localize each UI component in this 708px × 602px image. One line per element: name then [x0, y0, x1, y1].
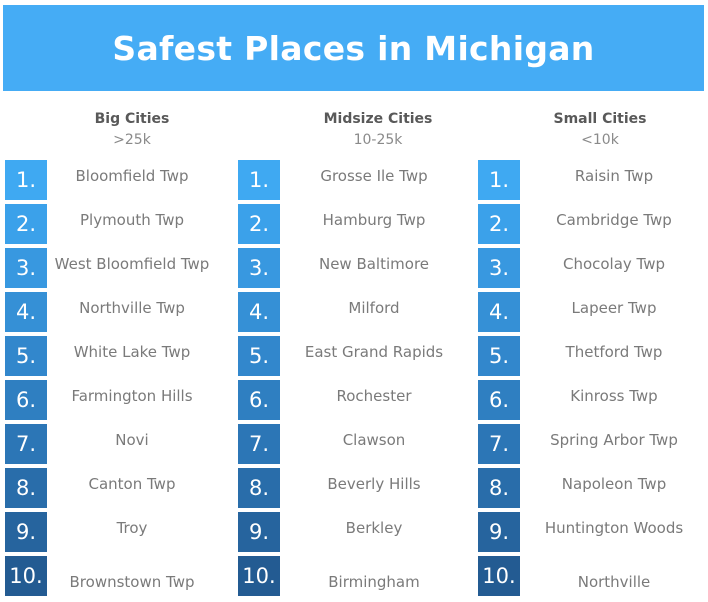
rank-badge: 7.: [478, 424, 520, 464]
place-name: New Baltimore: [318, 255, 430, 273]
rank-badge: 10.: [478, 556, 520, 596]
place-name: Brownstown Twp: [69, 573, 195, 591]
place-name: Grosse Ile Twp: [320, 167, 428, 185]
place-name: Farmington Hills: [71, 387, 193, 405]
rank-badge: 8.: [238, 468, 280, 508]
title-banner: Safest Places in Michigan: [3, 5, 704, 91]
place-name: White Lake Twp: [73, 343, 191, 361]
place-name: Troy: [116, 519, 148, 537]
rank-badge: 1.: [478, 160, 520, 200]
column-subtitle: >25k: [113, 132, 151, 148]
place-name: Rochester: [336, 387, 412, 405]
place-name: Canton Twp: [88, 475, 176, 493]
rank-badge: 2.: [238, 204, 280, 244]
place-name: Clawson: [342, 431, 406, 449]
place-name: Northville Twp: [79, 299, 185, 317]
rank-badge: 5.: [238, 336, 280, 376]
place-name: Lapeer Twp: [571, 299, 657, 317]
place-name: Spring Arbor Twp: [550, 431, 678, 449]
rank-badge: 10.: [5, 556, 47, 596]
rank-badge: 6.: [478, 380, 520, 420]
place-name: Berkley: [345, 519, 403, 537]
column-header: Big Cities >25k: [5, 111, 259, 149]
place-name: Northville: [577, 573, 651, 591]
rank-badge: 4.: [238, 292, 280, 332]
rank-badge: 6.: [5, 380, 47, 420]
column-header: Small Cities <10k: [478, 111, 708, 149]
rank-badge: 9.: [5, 512, 47, 552]
rank-badge: 7.: [238, 424, 280, 464]
rank-badge: 8.: [478, 468, 520, 508]
place-name: Napoleon Twp: [561, 475, 667, 493]
rank-badge: 6.: [238, 380, 280, 420]
place-name: Cambridge Twp: [556, 211, 672, 229]
rank-badge: 4.: [5, 292, 47, 332]
place-name: Huntington Woods: [544, 519, 684, 537]
rank-badge: 9.: [238, 512, 280, 552]
rank-badge: 3.: [238, 248, 280, 288]
rank-badge: 3.: [478, 248, 520, 288]
column-title: Small Cities: [553, 111, 647, 127]
rank-badge: 5.: [5, 336, 47, 376]
place-name: Bloomfield Twp: [75, 167, 189, 185]
place-name: Thetford Twp: [565, 343, 663, 361]
rank-badge: 5.: [478, 336, 520, 376]
column-header: Midsize Cities 10-25k: [238, 111, 518, 149]
rank-badge: 9.: [478, 512, 520, 552]
rank-badge: 4.: [478, 292, 520, 332]
place-name: Chocolay Twp: [562, 255, 666, 273]
place-name: East Grand Rapids: [304, 343, 444, 361]
place-name: Raisin Twp: [574, 167, 654, 185]
place-name: Birmingham: [328, 573, 420, 591]
rank-badge: 2.: [5, 204, 47, 244]
place-name: Plymouth Twp: [79, 211, 184, 229]
rank-badge: 10.: [238, 556, 280, 596]
rank-badge: 7.: [5, 424, 47, 464]
place-name: Kinross Twp: [570, 387, 658, 405]
place-name: Milford: [348, 299, 400, 317]
rank-badge: 1.: [238, 160, 280, 200]
column-subtitle: <10k: [581, 132, 619, 148]
page-title: Safest Places in Michigan: [112, 28, 595, 68]
rank-badge: 3.: [5, 248, 47, 288]
place-name: West Bloomfield Twp: [54, 255, 210, 273]
place-name: Novi: [115, 431, 149, 449]
place-name: Hamburg Twp: [322, 211, 426, 229]
rank-badge: 8.: [5, 468, 47, 508]
place-name: Beverly Hills: [327, 475, 421, 493]
column-title: Midsize Cities: [323, 111, 433, 127]
column-title: Big Cities: [94, 111, 170, 127]
rank-badge: 1.: [5, 160, 47, 200]
rank-badge: 2.: [478, 204, 520, 244]
column-subtitle: 10-25k: [353, 132, 403, 148]
